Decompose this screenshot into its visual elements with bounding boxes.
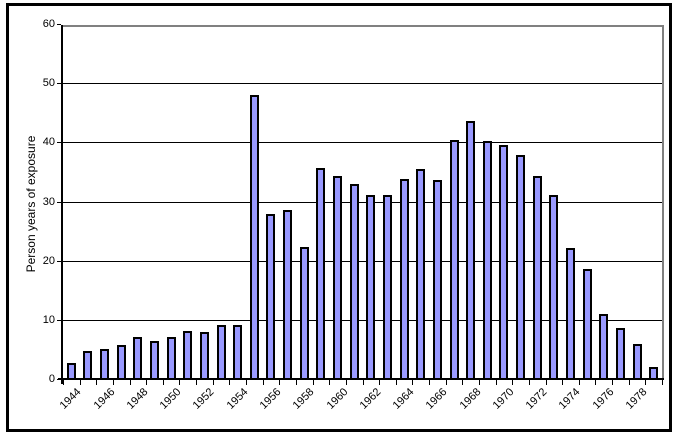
bar-1972 (533, 176, 542, 378)
bar-1959 (316, 168, 325, 378)
bar-1956 (266, 214, 275, 378)
y-tick-label-20: 20 (42, 255, 55, 267)
bar-1971 (516, 155, 525, 378)
x-tick-10 (229, 380, 230, 385)
y-tick-10 (57, 320, 61, 321)
x-tick-9 (213, 380, 214, 385)
bar-1968 (466, 121, 475, 378)
x-tick-11 (246, 380, 247, 385)
bar-1978 (633, 344, 642, 378)
gridline-40 (63, 142, 662, 143)
x-tick-2 (96, 380, 97, 385)
y-axis (61, 25, 63, 384)
bar-1977 (616, 328, 625, 378)
x-tick-8 (196, 380, 197, 385)
bar-1976 (599, 314, 608, 378)
x-tick-34 (629, 380, 630, 385)
bar-1962 (366, 195, 375, 378)
x-tick-28 (529, 380, 530, 385)
y-tick-30 (57, 202, 61, 203)
bar-1969 (483, 141, 492, 378)
x-tick-18 (363, 380, 364, 385)
x-tick-3 (113, 380, 114, 385)
x-tick-12 (263, 380, 264, 385)
x-tick-15 (313, 380, 314, 385)
x-tick-32 (595, 380, 596, 385)
bar-1973 (549, 195, 558, 378)
x-tick-33 (612, 380, 613, 385)
bar-1963 (383, 195, 392, 378)
y-tick-0 (57, 379, 61, 380)
y-tick-label-40: 40 (42, 136, 55, 148)
y-tick-20 (57, 261, 61, 262)
bar-1952 (200, 332, 209, 378)
x-axis (58, 378, 664, 380)
bar-1954 (233, 325, 242, 378)
bar-1950 (167, 337, 176, 378)
bar-1957 (283, 210, 292, 378)
x-tick-16 (329, 380, 330, 385)
plot-area-border (63, 25, 664, 380)
x-tick-5 (146, 380, 147, 385)
bar-1953 (217, 325, 226, 378)
bar-1949 (150, 341, 159, 378)
y-tick-label-0: 0 (48, 373, 55, 385)
x-tick-27 (512, 380, 513, 385)
x-tick-26 (496, 380, 497, 385)
x-tick-6 (163, 380, 164, 385)
x-tick-4 (130, 380, 131, 385)
bar-1967 (450, 140, 459, 378)
x-tick-22 (429, 380, 430, 385)
gridline-20 (63, 261, 662, 262)
y-tick-label-10: 10 (42, 314, 55, 326)
x-tick-23 (446, 380, 447, 385)
y-tick-60 (57, 24, 61, 25)
x-tick-14 (296, 380, 297, 385)
x-tick-29 (546, 380, 547, 385)
bar-1947 (117, 345, 126, 378)
x-tick-19 (379, 380, 380, 385)
bar-1966 (433, 180, 442, 378)
y-tick-40 (57, 142, 61, 143)
bar-1945 (83, 351, 92, 378)
x-tick-35 (645, 380, 646, 385)
x-tick-7 (179, 380, 180, 385)
bar-1961 (350, 184, 359, 378)
gridline-50 (63, 83, 662, 84)
x-tick-30 (562, 380, 563, 385)
x-tick-21 (412, 380, 413, 385)
bar-1955 (250, 95, 259, 378)
bar-1979 (649, 367, 658, 378)
y-tick-label-30: 30 (42, 196, 55, 208)
x-tick-31 (579, 380, 580, 385)
bar-1970 (499, 145, 508, 378)
bar-1958 (300, 247, 309, 378)
bar-1974 (566, 248, 575, 378)
bar-1975 (583, 269, 592, 378)
bar-1964 (400, 179, 409, 378)
bar-1965 (416, 169, 425, 378)
gridline-30 (63, 202, 662, 203)
x-tick-24 (462, 380, 463, 385)
y-tick-label-50: 50 (42, 77, 55, 89)
x-tick-36 (662, 380, 663, 385)
y-tick-label-60: 60 (42, 18, 55, 30)
x-tick-17 (346, 380, 347, 385)
gridline-10 (63, 320, 662, 321)
x-tick-1 (80, 380, 81, 385)
bar-1951 (183, 331, 192, 378)
x-tick-13 (279, 380, 280, 385)
bar-1944 (67, 363, 76, 378)
x-tick-20 (396, 380, 397, 385)
x-tick-0 (63, 380, 64, 385)
bar-1948 (133, 337, 142, 378)
bar-1960 (333, 176, 342, 378)
x-tick-25 (479, 380, 480, 385)
y-tick-50 (57, 83, 61, 84)
bar-1946 (100, 349, 109, 378)
